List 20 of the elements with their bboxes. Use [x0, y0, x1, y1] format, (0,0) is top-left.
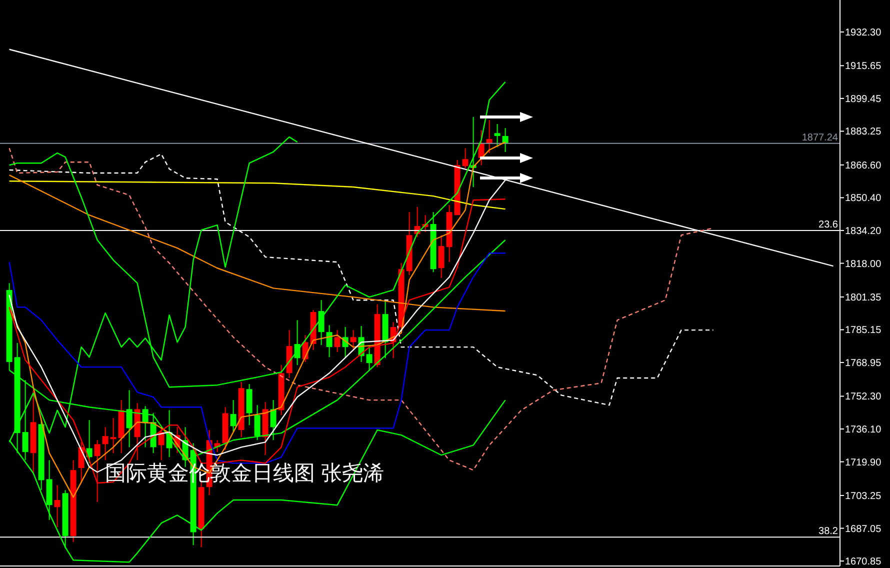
y-tick-label: 1768.95: [845, 358, 882, 370]
y-tick-label: 1785.15: [845, 325, 882, 336]
y-tick-label: 1850.40: [845, 193, 882, 204]
y-tick-label: 1736.10: [845, 424, 882, 436]
y-tick-label: 1801.35: [845, 292, 882, 304]
y-tick-label: 1670.85: [845, 556, 882, 568]
y-tick-label: 1932.30: [845, 27, 882, 38]
annotation: 38.2: [818, 526, 838, 538]
ref-line-label: 1877.24: [802, 132, 838, 144]
annotation: 23.6: [818, 219, 838, 230]
y-tick-label: 1703.25: [845, 490, 882, 502]
y-tick-label: 1834.20: [845, 226, 882, 237]
y-tick-label: 1866.60: [845, 160, 882, 172]
y-tick-label: 1687.05: [845, 524, 882, 535]
y-tick-label: 1883.25: [845, 126, 882, 138]
y-tick-label: 1818.00: [845, 258, 882, 270]
y-tick-label: 1752.30: [845, 392, 882, 403]
y-tick-label: 1915.65: [845, 61, 882, 72]
y-tick-label: 1719.90: [845, 457, 882, 468]
y-tick-label: 1899.45: [845, 94, 882, 105]
